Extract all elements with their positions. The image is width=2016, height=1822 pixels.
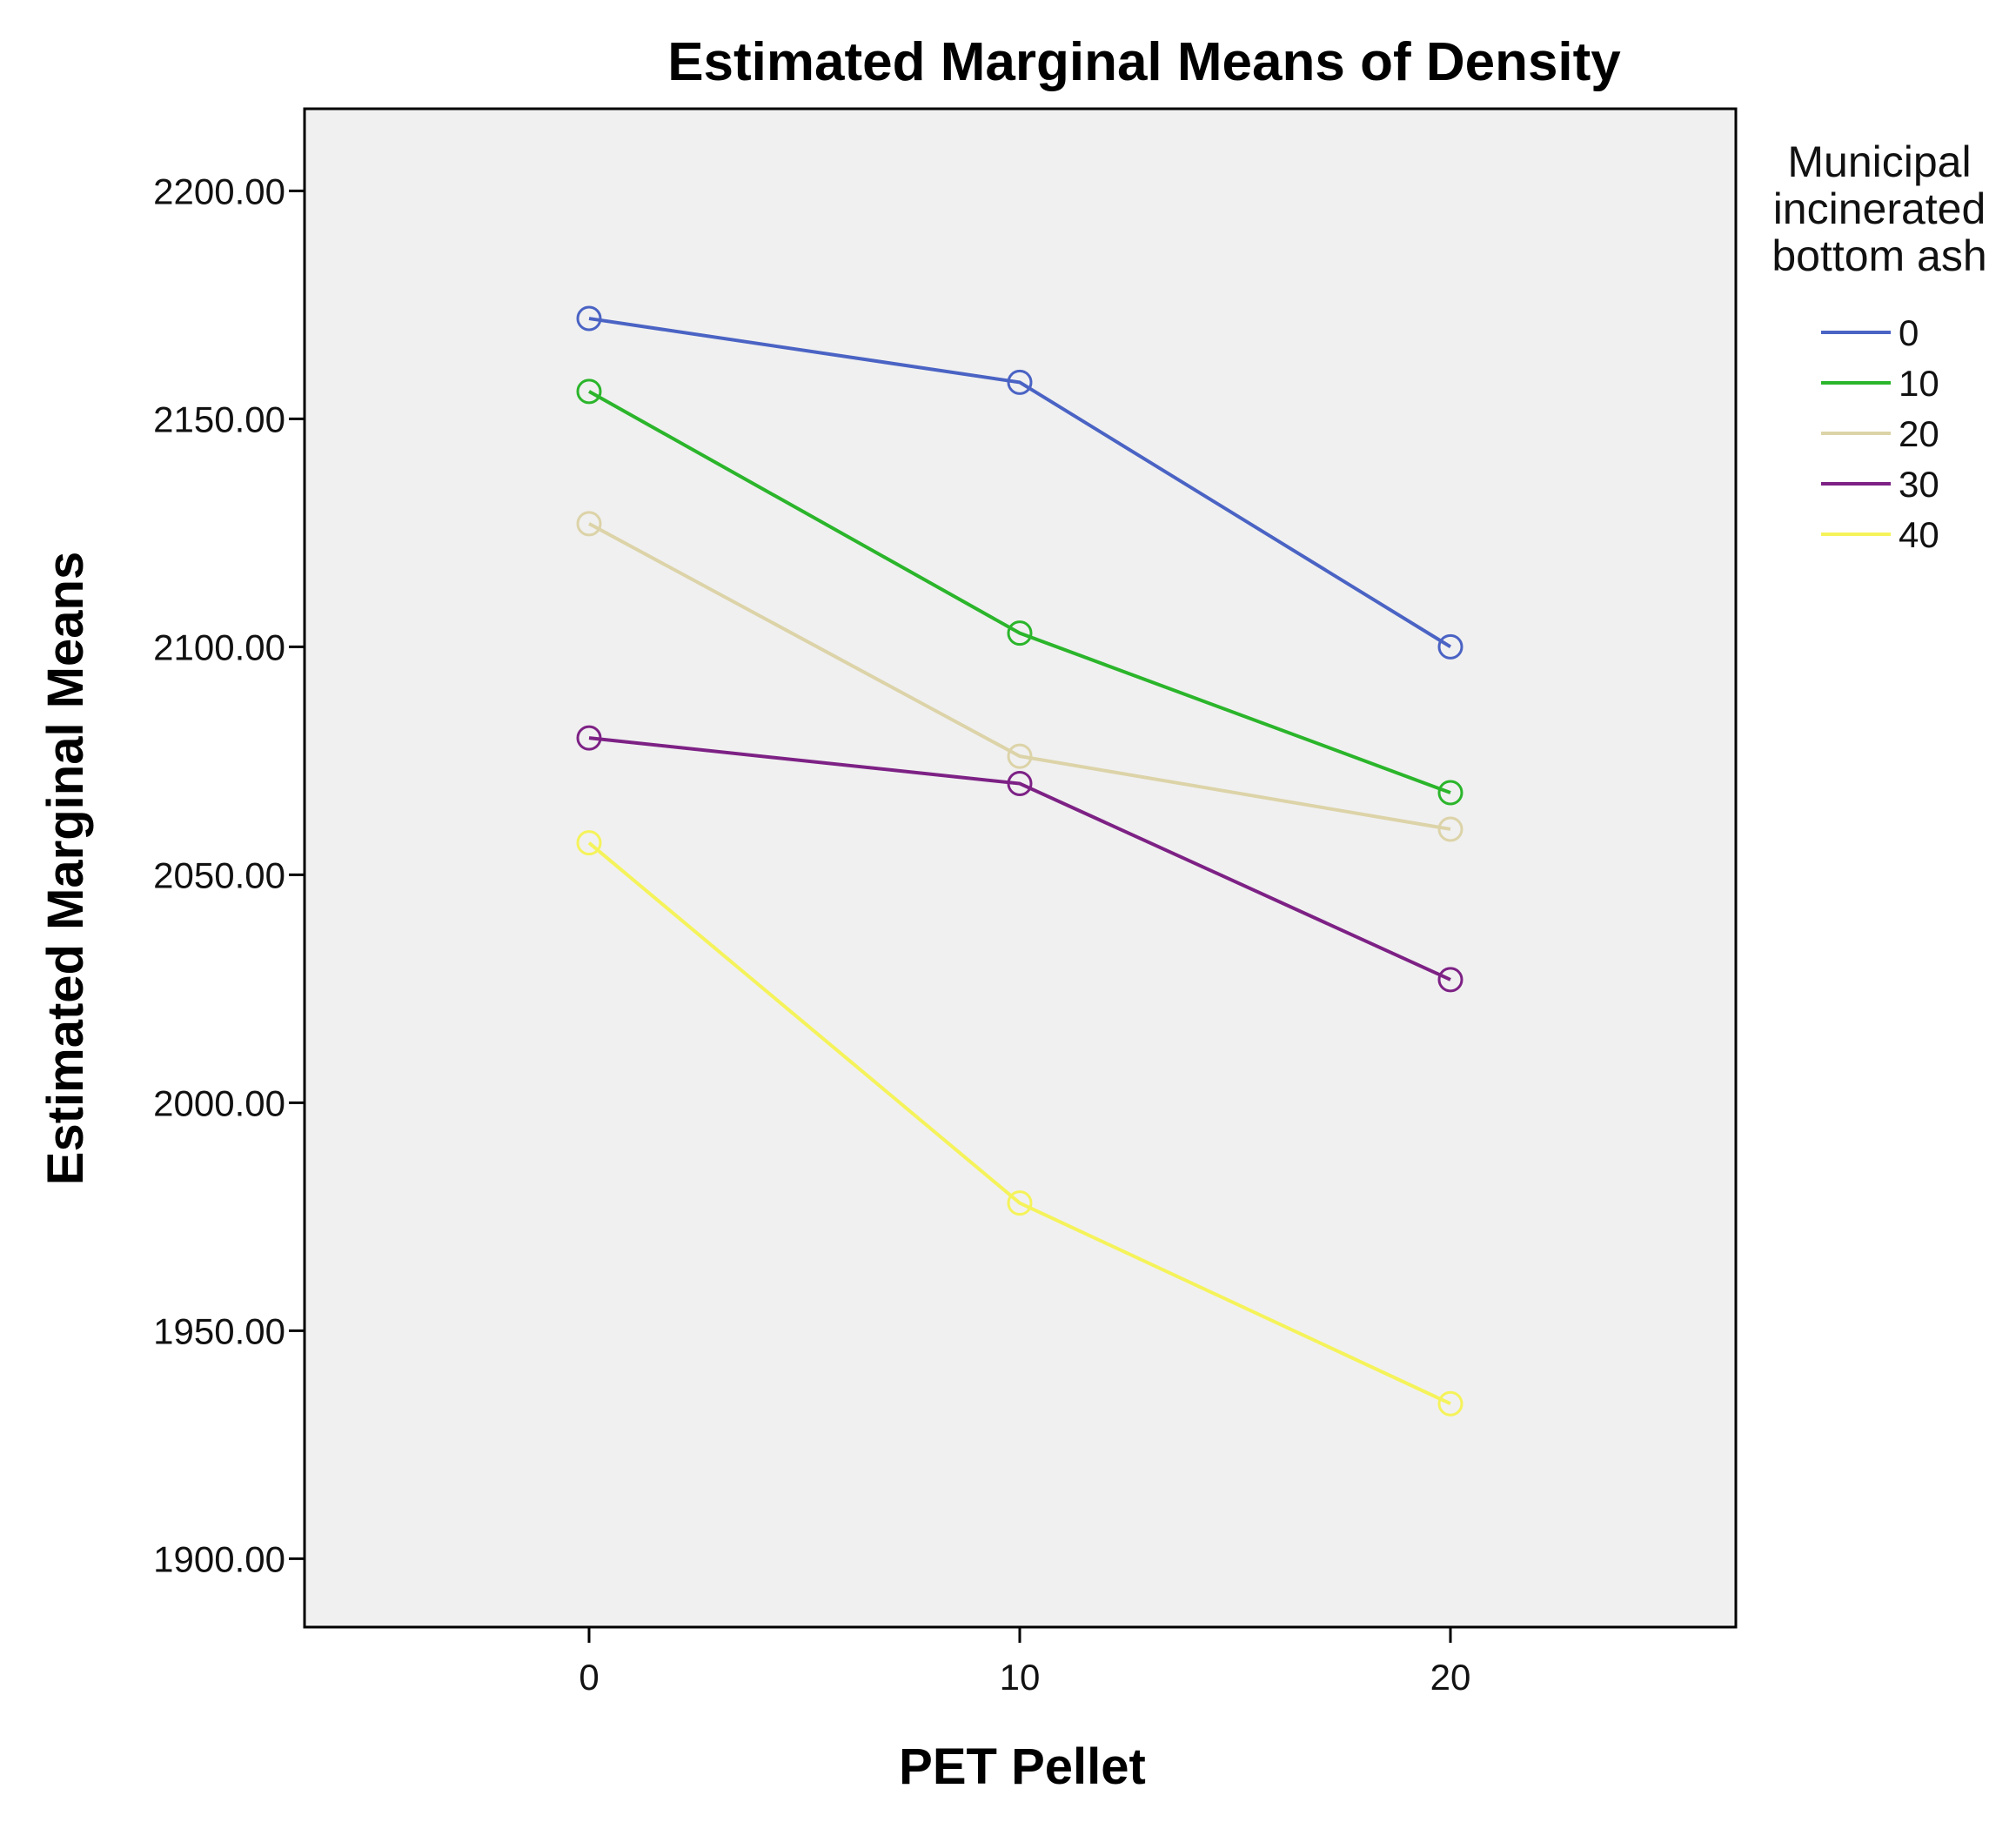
legend-label: 0 [1899, 312, 1919, 353]
y-axis-title: Estimated Marginal Means [37, 552, 94, 1185]
data-point [1007, 369, 1033, 395]
series-line [588, 522, 1451, 831]
x-axis-title: PET Pellet [899, 1738, 1146, 1795]
data-point [1007, 620, 1033, 646]
plot-area [303, 107, 1738, 1629]
data-point [576, 725, 602, 751]
x-tick-label: 10 [1000, 1657, 1041, 1698]
series-line [587, 841, 1451, 1406]
legend: Municipal incinerated bottom ash 0 10 20 30… [1772, 137, 1986, 555]
x-tick-label: 20 [1430, 1657, 1471, 1698]
data-point [1007, 1190, 1033, 1216]
series-30 [576, 725, 1463, 993]
legend-title-line-2: incinerated [1773, 184, 1986, 233]
series-40 [576, 830, 1463, 1417]
x-axis: 0 10 20 [579, 1627, 1470, 1698]
legend-item-0: 0 [1821, 312, 1919, 353]
data-point [1437, 633, 1463, 660]
data-point [1007, 771, 1033, 797]
data-point [576, 830, 602, 856]
y-tick-label: 2050.00 [153, 854, 285, 895]
legend-item-40: 40 [1821, 514, 1939, 555]
data-point [1437, 816, 1463, 842]
y-tick-label: 2000.00 [153, 1082, 285, 1123]
legend-item-20: 20 [1821, 413, 1939, 454]
legend-item-30: 30 [1821, 464, 1939, 505]
legend-label: 30 [1899, 464, 1939, 505]
legend-title-line-3: bottom ash [1772, 231, 1986, 280]
series-line [588, 390, 1451, 794]
data-point [1437, 967, 1463, 993]
data-point [576, 511, 602, 537]
legend-items: 0 10 20 30 40 [1821, 312, 1939, 555]
series-20 [576, 511, 1463, 842]
data-point [1437, 1390, 1463, 1417]
y-tick-label: 2150.00 [153, 399, 285, 439]
y-tick-label: 2100.00 [153, 626, 285, 667]
legend-label: 20 [1899, 413, 1939, 454]
chart-title: Estimated Marginal Means of Density [667, 32, 1621, 92]
y-tick-label: 2200.00 [153, 171, 285, 211]
series-layer [576, 305, 1463, 1417]
y-axis: 1900.00 1950.00 2000.00 2050.00 2100.00 2150.… [153, 171, 305, 1579]
y-tick-label: 1950.00 [153, 1310, 285, 1351]
x-tick-label: 0 [579, 1657, 599, 1698]
legend-title-line-1: Municipal [1787, 137, 1971, 186]
data-point [1007, 743, 1033, 769]
series-0 [576, 305, 1463, 660]
data-point [1437, 780, 1463, 806]
legend-label: 40 [1899, 514, 1939, 555]
series-10 [576, 378, 1463, 806]
series-line [588, 317, 1452, 649]
data-point [576, 305, 602, 332]
series-line [588, 736, 1451, 981]
legend-item-10: 10 [1821, 363, 1939, 404]
data-point [576, 378, 602, 405]
legend-label: 10 [1899, 363, 1939, 404]
y-tick-label: 1900.00 [153, 1538, 285, 1579]
